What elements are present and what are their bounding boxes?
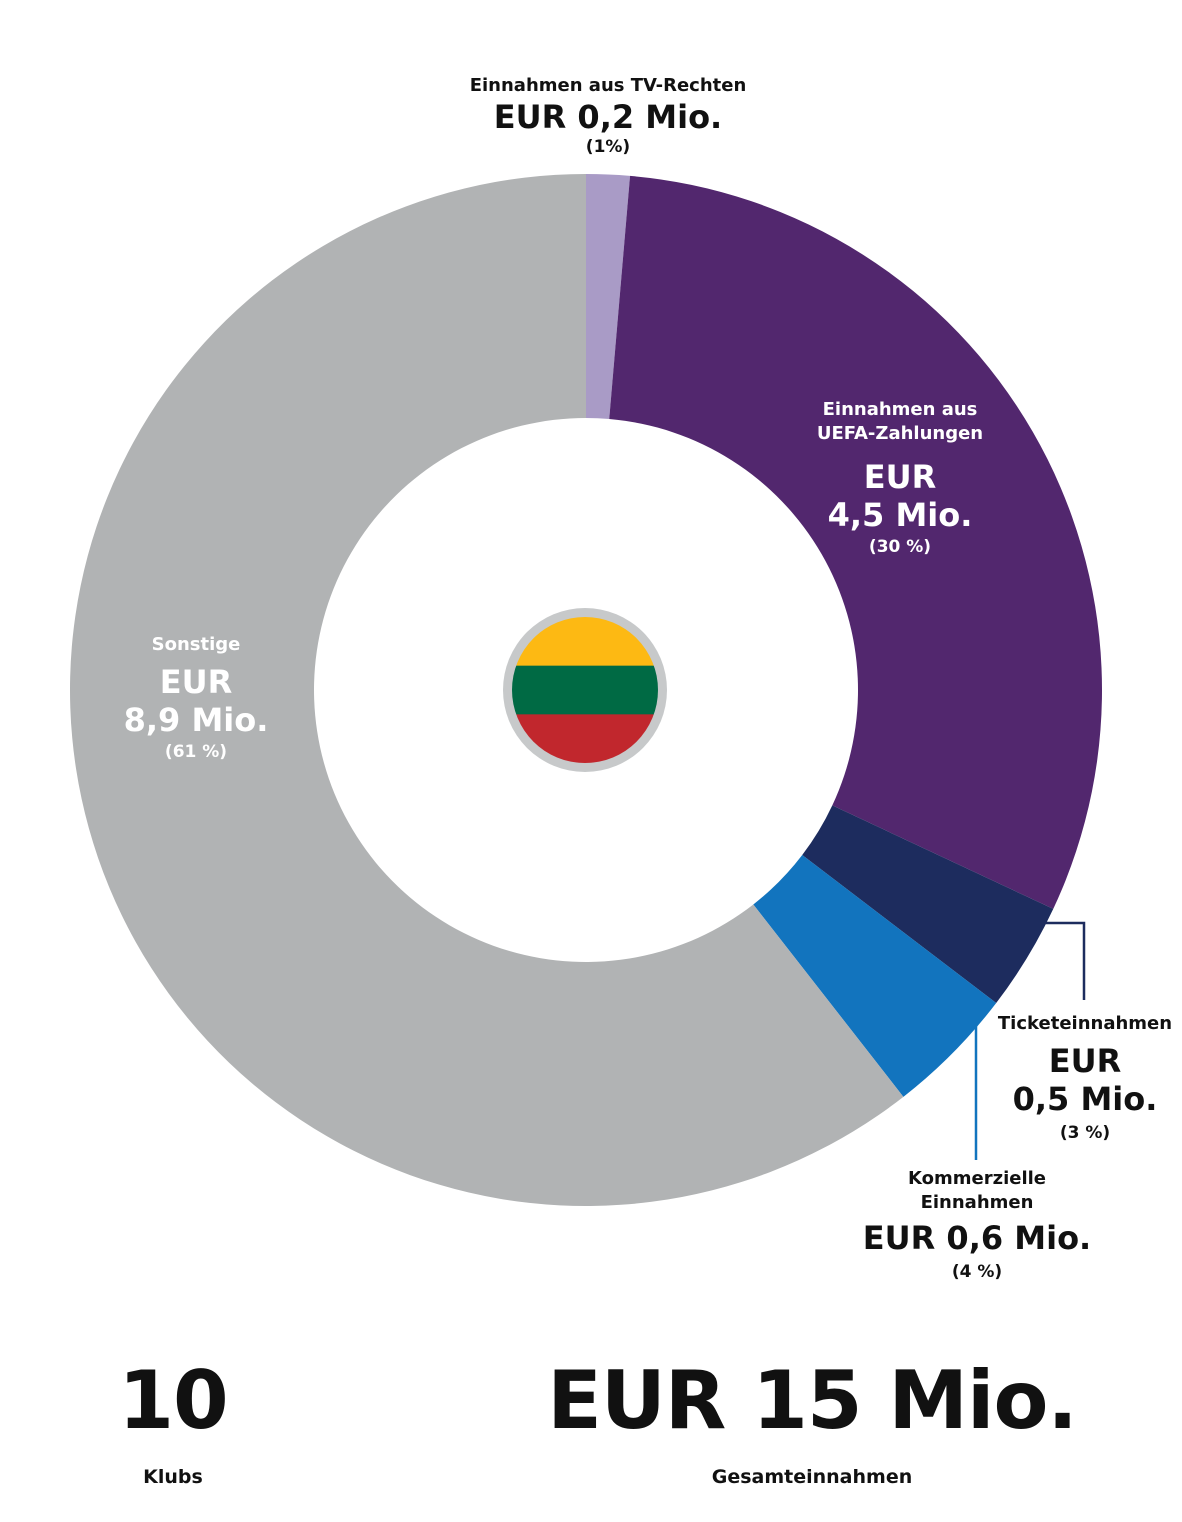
clubs-count: 10 xyxy=(118,1354,228,1447)
flag-stripe-red xyxy=(512,714,658,763)
kommerz-label: Kommerzielle Einnahmen EUR 0,6 Mio. (4 %… xyxy=(827,1167,1127,1283)
ticket-label: Ticketeinnahmen EUR 0,5 Mio. (3 %) xyxy=(985,1012,1182,1144)
slices-group xyxy=(69,174,1103,1207)
ticket-value-1: EUR xyxy=(1048,1042,1122,1080)
uefa-pct: (30 %) xyxy=(868,537,932,557)
flag-stripe-green xyxy=(512,665,658,715)
tv-label: Einnahmen aus TV-Rechten EUR 0,2 Mio. (1… xyxy=(408,74,808,158)
kommerz-pct: (4 %) xyxy=(951,1262,1003,1282)
lithuania-flag xyxy=(503,608,667,772)
uefa-title-2: UEFA-Zahlungen xyxy=(816,423,984,444)
tv-value: EUR 0,2 Mio. xyxy=(493,98,723,136)
clubs-label: Klubs xyxy=(143,1466,203,1488)
leader-lines xyxy=(974,921,1086,1160)
tv-pct: (1%) xyxy=(585,137,631,157)
kommerz-title-1: Kommerzielle xyxy=(908,1168,1046,1189)
sonstige-pct: (61 %) xyxy=(164,742,228,762)
tv-title: Einnahmen aus TV-Rechten xyxy=(469,75,747,96)
ticket-title: Ticketeinnahmen xyxy=(997,1013,1173,1034)
ticket-pct: (3 %) xyxy=(1059,1123,1111,1143)
flag-stripe-yellow xyxy=(512,617,658,667)
ticket-value-2: 0,5 Mio. xyxy=(1012,1080,1158,1118)
sonstige-value-1: EUR xyxy=(159,663,233,701)
sonstige-title: Sonstige xyxy=(151,634,241,655)
uefa-value-1: EUR xyxy=(863,458,937,496)
uefa-value-2: 4,5 Mio. xyxy=(827,496,973,534)
sonstige-value-2: 8,9 Mio. xyxy=(123,701,269,739)
total-revenue: EUR 15 Mio. xyxy=(547,1354,1078,1447)
ticket-leader-line xyxy=(1042,921,1086,1000)
slice-einnahmen-aus-tv-rechten xyxy=(586,174,631,419)
slice-kommerzielle-einnahmen xyxy=(753,855,997,1097)
slice-einnahmen-aus-uefa-zahlungen xyxy=(609,175,1103,909)
kommerz-title-2: Einnahmen xyxy=(920,1192,1034,1213)
kommerz-value: EUR 0,6 Mio. xyxy=(862,1219,1092,1257)
uefa-label: Einnahmen aus UEFA-Zahlungen EUR 4,5 Mio… xyxy=(750,398,1050,558)
slice-ticketeinnahmen xyxy=(802,805,1054,1004)
uefa-title-1: Einnahmen aus xyxy=(822,399,978,420)
total-revenue-label: Gesamteinnahmen xyxy=(711,1466,913,1488)
sonstige-label: Sonstige EUR 8,9 Mio. (61 %) xyxy=(76,633,316,763)
slice-sonstige xyxy=(69,174,904,1207)
